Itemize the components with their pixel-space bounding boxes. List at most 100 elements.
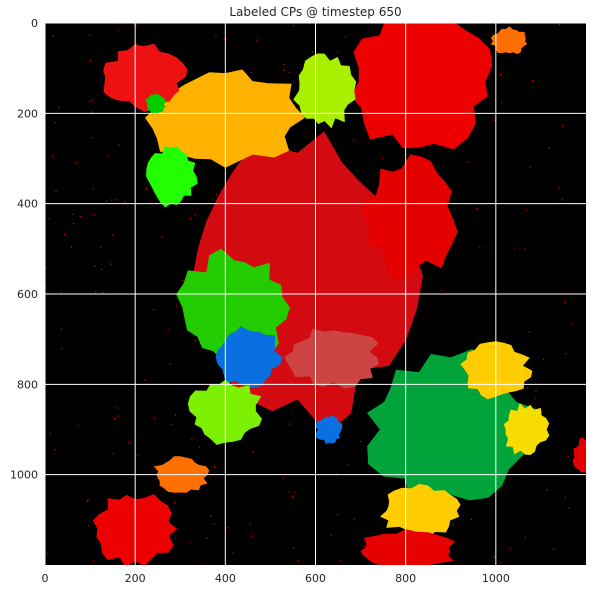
speckle xyxy=(213,523,215,525)
speckle xyxy=(54,449,56,451)
speckle xyxy=(564,496,567,499)
speckle xyxy=(100,268,103,270)
speckle xyxy=(542,358,545,360)
speckle xyxy=(58,106,60,108)
speckle xyxy=(174,502,176,504)
region-red-right-small xyxy=(572,437,586,473)
speckle xyxy=(223,37,226,40)
speckle xyxy=(136,454,139,456)
speckle xyxy=(441,289,443,291)
y-tick-label: 200 xyxy=(17,107,38,120)
speckle xyxy=(144,379,146,381)
speckle xyxy=(204,564,206,565)
speckle xyxy=(252,451,254,453)
speckle xyxy=(524,248,526,250)
speckle xyxy=(49,432,51,435)
y-tick-label: 0 xyxy=(31,17,38,30)
speckle xyxy=(564,301,566,304)
region-red-mid-right xyxy=(362,154,458,281)
speckle xyxy=(47,553,49,555)
region-yellow-right xyxy=(460,341,533,400)
speckle xyxy=(297,559,299,562)
speckle xyxy=(135,24,137,26)
speckle xyxy=(167,329,169,331)
speckle xyxy=(362,381,364,383)
region-green-small xyxy=(145,93,167,115)
speckle xyxy=(535,397,537,399)
speckle xyxy=(95,291,97,293)
speckle xyxy=(93,559,95,562)
speckle xyxy=(568,507,570,509)
speckle xyxy=(360,440,362,443)
speckle xyxy=(339,559,342,561)
speckle xyxy=(345,36,347,38)
y-tick-label: 600 xyxy=(17,288,38,301)
speckle xyxy=(52,35,54,37)
speckle xyxy=(153,417,156,419)
speckle xyxy=(500,562,502,564)
speckle xyxy=(525,209,527,211)
speckle xyxy=(176,305,178,308)
speckle xyxy=(514,247,516,249)
region-bright-green-left xyxy=(146,145,198,208)
speckle xyxy=(363,545,365,548)
speckle xyxy=(182,279,184,282)
speckle xyxy=(70,246,72,248)
speckle xyxy=(558,23,561,26)
speckle xyxy=(174,414,177,416)
x-tick-label: 600 xyxy=(305,572,326,585)
speckle xyxy=(215,34,217,36)
speckle xyxy=(467,161,469,163)
region-red-upper-left xyxy=(103,43,188,112)
speckle xyxy=(102,292,105,294)
speckle xyxy=(91,137,93,139)
speckle xyxy=(111,199,113,201)
speckle xyxy=(110,263,112,265)
speckle xyxy=(105,200,108,203)
region-red-bottom xyxy=(360,529,456,565)
speckle xyxy=(283,69,285,71)
speckle xyxy=(293,25,295,27)
speckle xyxy=(558,187,560,189)
speckle xyxy=(128,441,130,444)
speckle xyxy=(353,518,355,520)
speckle xyxy=(77,424,79,427)
speckle xyxy=(553,548,555,550)
y-tick-label: 1000 xyxy=(10,469,38,482)
speckle xyxy=(526,387,529,389)
speckle xyxy=(210,514,212,517)
speckle xyxy=(60,292,62,294)
speckle xyxy=(91,111,93,113)
speckle xyxy=(353,139,355,141)
x-tick-label: 1000 xyxy=(482,572,510,585)
region-salmon-center xyxy=(284,328,380,389)
speckle xyxy=(72,223,75,225)
speckle xyxy=(189,217,192,219)
speckle xyxy=(330,534,332,536)
speckle xyxy=(45,287,47,289)
speckle xyxy=(48,218,50,220)
speckle xyxy=(561,199,563,201)
speckle xyxy=(94,265,96,267)
speckle xyxy=(116,407,118,409)
speckle xyxy=(312,51,314,53)
speckle xyxy=(75,162,77,164)
x-tick-label: 0 xyxy=(42,572,49,585)
speckle xyxy=(227,527,229,529)
speckle xyxy=(470,518,473,521)
speckle xyxy=(288,71,290,74)
speckle xyxy=(528,331,530,333)
speckle xyxy=(169,363,171,365)
plot-area xyxy=(44,22,586,565)
speckle xyxy=(499,73,502,76)
speckle xyxy=(532,79,534,82)
speckle xyxy=(113,417,116,420)
speckle xyxy=(452,524,455,526)
speckle xyxy=(191,438,193,440)
speckle xyxy=(124,201,126,203)
speckle xyxy=(524,536,526,539)
speckle xyxy=(291,495,294,497)
speckle xyxy=(194,340,196,342)
speckle xyxy=(117,29,119,32)
speckle xyxy=(118,144,120,146)
